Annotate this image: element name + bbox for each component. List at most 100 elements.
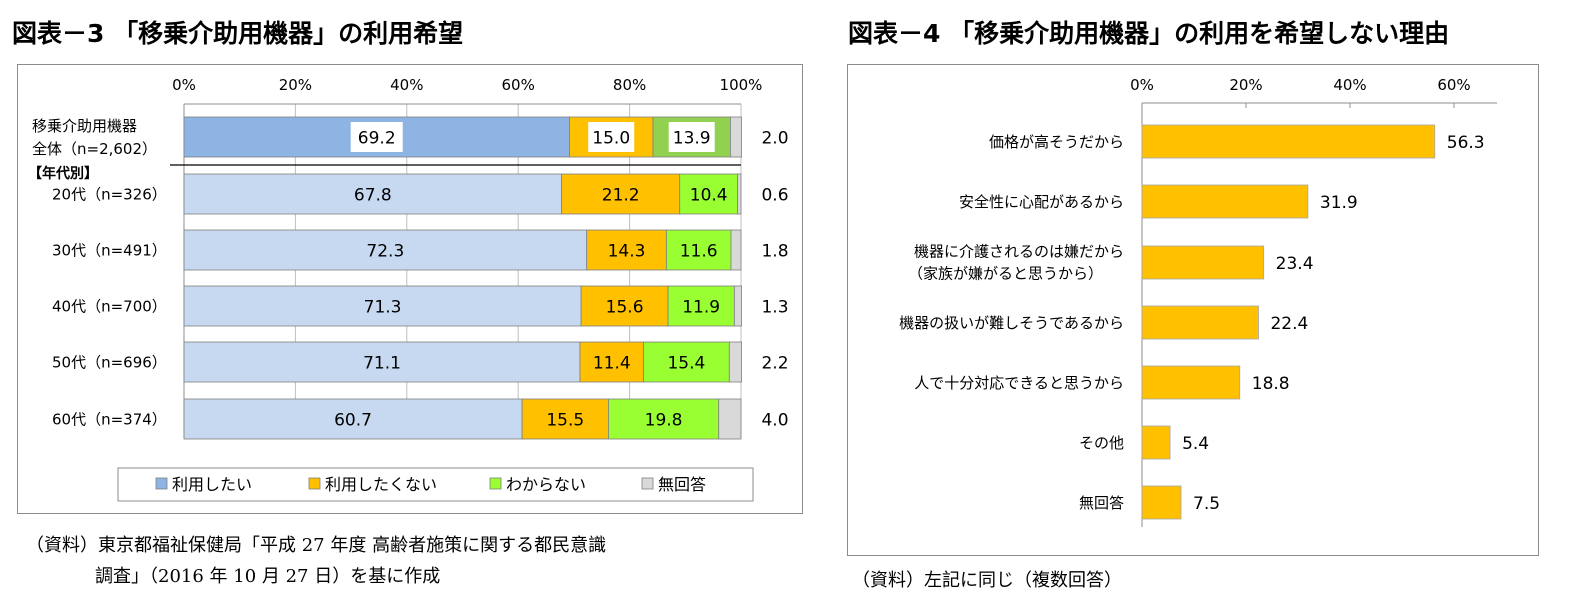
fig4-category-label: その他 xyxy=(1079,434,1124,452)
fig3-data-label-box xyxy=(668,122,715,152)
fig4-bar xyxy=(1141,124,1436,159)
fig3-data-label: 71.3 xyxy=(364,298,402,318)
fig4-category-label: 機器の扱いが難しそうであるから xyxy=(899,314,1124,332)
fig3-group-label: 【年代別】 xyxy=(28,165,98,182)
fig3-bar-segment xyxy=(561,173,681,215)
fig3-category-label: 20代（n=326） xyxy=(52,186,167,204)
fig4-category-label: 無回答 xyxy=(1079,494,1124,512)
fig3-data-label: 15.0 xyxy=(592,129,630,149)
fig4-bar xyxy=(1141,305,1259,340)
fig3-x-tick-label: 20% xyxy=(279,76,312,94)
fig3-bar-segment xyxy=(183,398,523,440)
fig4-x-tick-label: 20% xyxy=(1229,76,1262,94)
fig3-bar-segment xyxy=(521,398,609,440)
fig3-legend-label: わからない xyxy=(506,475,586,494)
fig4-category-label: 機器に介護されるのは嫌だから xyxy=(914,243,1124,261)
fig3-category-label: 移乗介助用機器 xyxy=(32,117,137,135)
fig3-bar-segment xyxy=(730,229,742,271)
fig3-bar-segment xyxy=(643,341,730,383)
fig3-bar-segment xyxy=(183,229,588,271)
fig4-category-label: （家族が嫌がると思うから） xyxy=(908,265,1103,283)
fig3-x-tick-label: 0% xyxy=(172,76,196,94)
figure3-chart-frame xyxy=(17,64,803,514)
fig3-bar-segment xyxy=(183,341,581,383)
fig3-legend-swatch xyxy=(155,477,168,490)
fig3-data-label: 21.2 xyxy=(602,186,640,206)
fig3-legend-swatch xyxy=(641,477,654,490)
figure4-source: （資料）左記に同じ（複数回答） xyxy=(852,570,1122,591)
figure3-source-line2: 調査」（2016 年 10 月 27 日）を基に作成 xyxy=(95,566,441,587)
figure3-source-line1: （資料）東京都福祉保健局「平成 27 年度 高齢者施策に関する都民意識 xyxy=(26,535,607,556)
fig4-category-label: 安全性に心配があるから xyxy=(959,193,1124,211)
fig3-legend-label: 利用したくない xyxy=(325,475,437,494)
fig4-data-label: 5.4 xyxy=(1182,434,1209,454)
fig3-legend-label: 利用したい xyxy=(172,475,252,494)
figure4-chart-frame xyxy=(847,64,1539,556)
fig4-bar xyxy=(1141,245,1265,280)
fig3-bar-segment xyxy=(586,229,667,271)
fig3-data-label: 60.7 xyxy=(334,411,372,431)
fig3-data-label-box xyxy=(350,122,403,152)
fig3-x-tick-label: 60% xyxy=(502,76,535,94)
fig3-x-tick-label: 40% xyxy=(390,76,423,94)
fig4-x-tick-label: 40% xyxy=(1333,76,1366,94)
fig4-bar xyxy=(1141,485,1182,520)
fig4-data-label: 7.5 xyxy=(1193,494,1220,514)
fig3-data-label: 11.6 xyxy=(680,242,718,262)
fig3-data-label: 67.8 xyxy=(354,186,392,206)
fig3-category-label: 30代（n=491） xyxy=(52,242,167,260)
figure3-title: 図表－3 「移乗介助用機器」の利用希望 xyxy=(12,19,464,48)
fig3-data-label: 15.6 xyxy=(606,298,644,318)
fig3-no-answer-label: 2.2 xyxy=(761,354,788,374)
fig3-bar-segment xyxy=(679,173,739,215)
fig3-category-label: 40代（n=700） xyxy=(52,298,167,316)
fig3-no-answer-label: 0.6 xyxy=(761,186,788,206)
fig4-category-label: 人で十分対応できると思うから xyxy=(914,374,1124,392)
fig3-data-label: 13.9 xyxy=(673,129,711,149)
fig3-bar-segment xyxy=(718,398,742,440)
fig3-bar-segment xyxy=(728,341,742,383)
fig3-x-tick-label: 80% xyxy=(613,76,646,94)
fig4-bar xyxy=(1141,365,1241,400)
fig4-data-label: 18.8 xyxy=(1252,374,1290,394)
fig3-data-label: 15.4 xyxy=(667,354,705,374)
fig3-data-label: 19.8 xyxy=(645,411,683,431)
fig3-no-answer-label: 4.0 xyxy=(761,411,788,431)
fig3-data-label: 14.3 xyxy=(608,242,646,262)
fig3-category-label: 60代（n=374） xyxy=(52,411,167,429)
fig3-data-label: 11.4 xyxy=(593,354,631,374)
fig3-no-answer-label: 1.8 xyxy=(761,242,788,262)
fig4-bar xyxy=(1141,425,1171,460)
fig3-data-label: 15.5 xyxy=(546,411,584,431)
fig4-bar xyxy=(1141,184,1309,219)
fig3-bar-segment xyxy=(737,173,742,215)
fig4-data-label: 22.4 xyxy=(1270,314,1308,334)
fig3-data-label: 71.1 xyxy=(363,354,401,374)
fig3-no-answer-label: 2.0 xyxy=(761,129,788,149)
fig4-category-label: 価格が高そうだから xyxy=(989,133,1124,151)
fig3-x-tick-label: 100% xyxy=(720,76,763,94)
fig3-data-label: 72.3 xyxy=(366,242,404,262)
fig3-bar-segment xyxy=(733,285,742,327)
fig4-x-tick-label: 60% xyxy=(1437,76,1470,94)
fig4-data-label: 31.9 xyxy=(1320,193,1358,213)
fig3-no-answer-label: 1.3 xyxy=(761,298,788,318)
fig3-bar-segment xyxy=(183,173,563,215)
fig3-bar-segment xyxy=(579,341,644,383)
fig3-data-label: 10.4 xyxy=(690,186,728,206)
fig3-legend-label: 無回答 xyxy=(658,475,706,494)
fig3-bar-segment xyxy=(608,398,720,440)
fig4-data-label: 23.4 xyxy=(1276,254,1314,274)
fig4-x-tick-label: 0% xyxy=(1130,76,1154,94)
fig3-data-label-box xyxy=(588,122,635,152)
figure4-title: 図表－4 「移乗介助用機器」の利用を希望しない理由 xyxy=(848,19,1450,48)
fig3-bar-segment xyxy=(665,229,732,271)
fig3-category-label: 全体（n=2,602） xyxy=(32,140,157,158)
fig3-legend-swatch xyxy=(308,477,321,490)
fig3-category-label: 50代（n=696） xyxy=(52,354,167,372)
fig3-data-label: 11.9 xyxy=(682,298,720,318)
fig3-legend-swatch xyxy=(489,477,502,490)
fig3-bar-segment xyxy=(730,116,742,158)
fig3-data-label: 69.2 xyxy=(358,129,396,149)
